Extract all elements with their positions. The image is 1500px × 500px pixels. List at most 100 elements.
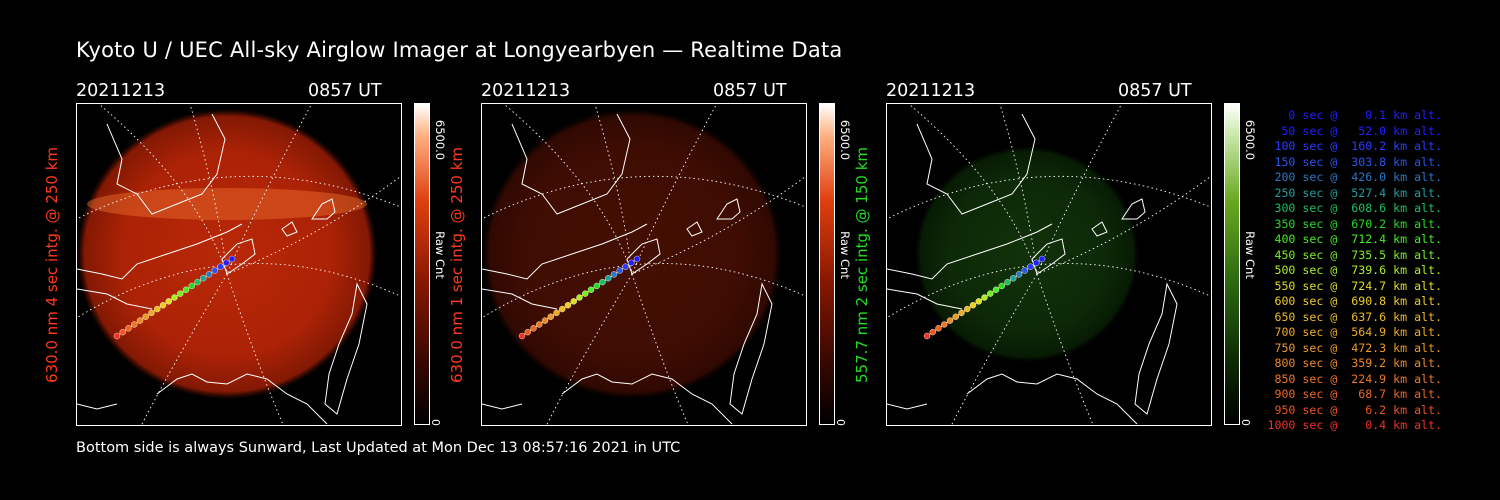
legend-row: 450 sec @ 735.5 km alt. [1267,247,1442,262]
trajectory-point [981,294,988,301]
panel-time: 0857 UT [308,81,382,101]
legend-row: 50 sec @ 52.0 km alt. [1267,123,1442,138]
trajectory-point [610,271,618,278]
legend-row: 0 sec @ 0.1 km alt. [1267,108,1442,122]
trajectory-point [964,305,971,313]
legend-row: 700 sec @ 564.9 km alt. [1267,325,1442,339]
airglow-panel-557-2s: 20211213 0857 UT 557.7 nm 2 sec intg. @ … [853,80,1257,430]
legend-row: 850 sec @ 224.9 km alt. [1267,371,1442,386]
colorbar [414,103,430,425]
trajectory-point [165,298,172,305]
trajectory-point [154,305,161,313]
trajectory-point [1010,275,1017,282]
panel-wavelength-label: 630.0 nm 4 sec intg. @ 250 km [43,146,61,383]
trajectory-point [935,325,942,332]
panel-date: 20211213 [886,81,976,101]
trajectory-point [136,317,144,324]
trajectory-legend: 0 sec @ 0.1 km alt. 50 sec @ 52.0 km alt… [1262,108,1452,434]
airglow-panel-630-1s: 20211213 0857 UT 630.0 nm 1 sec intg. @ … [448,80,852,430]
colorbar-min-label: 0 [1239,419,1252,426]
trajectory-point [582,290,589,297]
trajectory-point [564,301,572,309]
colorbar [819,103,835,425]
trajectory-point [975,298,982,305]
legend-row: 150 sec @ 303.8 km alt. [1267,154,1442,169]
airglow-panel-630-4s: 20211213 0857 UT 630.0 nm 4 sec intg. @ … [43,80,447,430]
legend-row: 300 sec @ 608.6 km alt. [1267,201,1442,215]
trajectory-point [576,294,583,301]
panel-date: 20211213 [481,81,571,101]
coastline [887,113,1178,425]
trajectory-point [524,328,531,336]
trajectory-point [929,328,936,336]
legend-row: 350 sec @ 670.2 km alt. [1267,216,1442,231]
trajectory-point [958,309,965,317]
trajectory-point [228,255,236,263]
trajectory-point [171,294,178,301]
trajectory-point [217,263,224,270]
lat-lon-grid [482,104,806,425]
trajectory-point [119,328,126,336]
trajectory-point [113,332,121,340]
legend-row: 550 sec @ 724.7 km alt. [1267,278,1442,293]
legend-row: 650 sec @ 637.6 km alt. [1267,309,1442,324]
trajectory-point [1027,263,1034,270]
trajectory-point [159,301,167,309]
panel-wavelength-label: 630.0 nm 1 sec intg. @ 250 km [448,146,466,383]
colorbar [1224,103,1240,425]
trajectory-point [188,282,195,290]
colorbar-unit-label: Raw Cnt [1243,231,1257,279]
footer-status: Bottom side is always Sunward, Last Upda… [76,440,681,456]
trajectory-point [633,255,641,263]
legend-row: 600 sec @ 690.8 km alt. [1267,294,1442,308]
trajectory-point [530,325,537,332]
trajectory-point [142,313,149,320]
allsky-image [886,103,1212,426]
trajectory-point [1015,271,1023,278]
trajectory-point [559,305,566,313]
colorbar-max-label: 6500.0 [1243,119,1257,161]
legend-row: 250 sec @ 527.4 km alt. [1267,185,1442,200]
trajectory-point [1021,267,1028,274]
legend-row: 200 sec @ 426.0 km alt. [1267,170,1442,184]
panel-date: 20211213 [76,81,166,101]
trajectory-point [570,298,577,305]
legend-row: 500 sec @ 739.6 km alt. [1267,263,1442,277]
trajectory-point [998,282,1005,290]
trajectory-point [587,286,595,294]
trajectory-point [125,325,132,332]
aurora-band [87,188,367,220]
panel-time: 0857 UT [713,81,787,101]
trajectory-point [622,263,629,270]
airglow-disk [915,146,1139,362]
trajectory-point [518,332,526,340]
legend-row: 400 sec @ 712.4 km alt. [1267,232,1442,246]
trajectory-point [553,309,560,317]
trajectory-point [194,278,201,286]
rocket-trajectory [518,255,641,340]
trajectory-point [616,267,623,274]
allsky-image [76,103,402,426]
trajectory-point [205,271,213,278]
coastline [77,113,368,425]
legend-row: 950 sec @ 6.2 km alt. [1267,402,1442,417]
trajectory-point [952,313,959,320]
allsky-image [481,103,807,426]
trajectory-point [211,267,218,274]
trajectory-point [182,286,190,294]
trajectory-point [1033,259,1040,267]
trajectory-point [992,286,1000,294]
legend-row: 1000 sec @ 0.4 km alt. [1267,418,1442,432]
trajectory-point [177,290,184,297]
trajectory-point [131,321,138,328]
trajectory-point [605,275,612,282]
trajectory-point [593,282,600,290]
trajectory-point [946,317,954,324]
legend-row: 750 sec @ 472.3 km alt. [1267,340,1442,355]
trajectory-point [599,278,606,286]
trajectory-point [536,321,543,328]
trajectory-point [547,313,554,320]
trajectory-point [941,321,948,328]
trajectory-point [148,309,155,317]
rocket-trajectory [923,255,1046,340]
